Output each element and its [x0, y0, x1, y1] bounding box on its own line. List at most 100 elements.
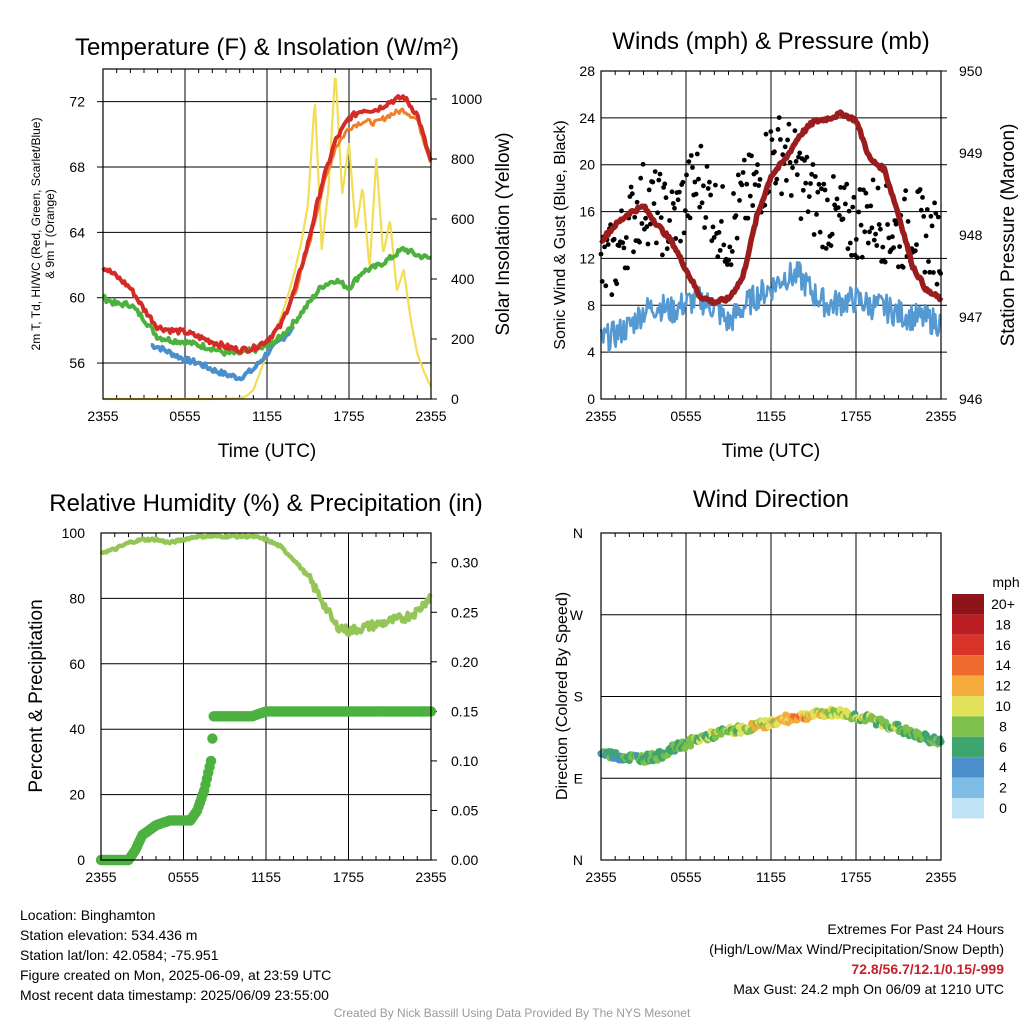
gust-point — [720, 184, 725, 189]
gust-point — [891, 245, 896, 251]
gust-point — [847, 240, 853, 246]
y-tick-label-left: 72 — [69, 94, 85, 110]
gust-point — [929, 223, 935, 229]
gust-point — [735, 172, 741, 178]
gust-point — [822, 187, 828, 193]
gust-point — [684, 172, 689, 178]
y-axis-label-right: Solar Insolation (Yellow) — [493, 132, 514, 335]
gust-point — [834, 196, 840, 202]
gust-point — [640, 161, 646, 167]
gust-point — [654, 240, 659, 246]
gust-point — [876, 222, 882, 227]
gust-point — [816, 181, 822, 187]
gust-point — [800, 187, 806, 193]
gust-point — [715, 254, 721, 260]
plot-border — [600, 532, 942, 861]
gust-point — [757, 177, 763, 182]
panel-3: 2355 0555 1155 1755 2355 Relative Humidity (%… — [26, 490, 483, 885]
gust-point — [609, 292, 615, 298]
gust-point — [869, 225, 875, 231]
y-tick-label-right: 0 — [451, 391, 459, 407]
legend-swatch — [952, 716, 984, 737]
y-axis-label-right: Station Pressure (Maroon) — [998, 124, 1019, 347]
gust-point — [709, 238, 715, 244]
gust-point — [912, 248, 918, 254]
legend-swatch — [952, 696, 984, 717]
chart-title: Temperature (F) & Insolation (W/m²) — [75, 34, 459, 61]
panel-4: 2355 0555 1155 1755 2355 Wind Direction N E S W N D… — [554, 486, 1020, 885]
y-tick-label-right: 949 — [959, 145, 983, 161]
gust-point — [705, 186, 711, 191]
gust-point — [837, 213, 842, 218]
gust-point — [806, 194, 812, 200]
gust-point — [922, 269, 928, 275]
gust-point — [794, 172, 800, 178]
gust-point — [698, 143, 704, 149]
y-tick-label-right: 0.30 — [451, 555, 478, 571]
gust-point — [710, 224, 716, 230]
gust-point — [840, 216, 846, 222]
gust-point — [914, 242, 919, 248]
gust-point — [874, 243, 880, 248]
gust-point — [702, 225, 707, 231]
gust-point — [662, 181, 668, 187]
gust-point — [704, 164, 710, 169]
gust-point — [602, 244, 607, 250]
gust-point — [823, 246, 829, 251]
gust-point — [878, 226, 883, 232]
gust-point — [828, 243, 834, 249]
y-tick-label-left: 68 — [69, 159, 85, 175]
gust-point — [772, 149, 777, 155]
gust-point — [650, 179, 656, 185]
gust-point — [719, 219, 724, 224]
gust-point — [787, 160, 793, 165]
gust-point — [856, 209, 862, 215]
gust-point — [863, 190, 869, 196]
precip-point — [205, 755, 217, 767]
gust-point — [935, 214, 941, 220]
gust-point — [672, 205, 677, 211]
y-tick-label-left: 0 — [77, 852, 85, 868]
gust-point — [731, 191, 736, 196]
figure-created: Figure created on Mon, 2025-06-09, at 23… — [20, 967, 332, 983]
gust-point — [747, 193, 753, 199]
direction-point — [686, 742, 695, 750]
gust-point — [820, 244, 825, 250]
y-tick-label-left: 60 — [69, 656, 85, 672]
gust-point — [740, 170, 746, 175]
gust-point — [808, 181, 813, 186]
legend-label: 14 — [995, 657, 1011, 673]
gust-point — [643, 215, 648, 221]
gust-point — [750, 203, 756, 208]
x-tick-label: 1755 — [333, 408, 364, 424]
gust-point — [664, 246, 670, 252]
legend-title: mph — [992, 574, 1019, 590]
y-tick-label-right: 0.10 — [451, 753, 478, 769]
gust-point — [657, 171, 663, 177]
legend-swatch — [952, 777, 984, 798]
legend-swatch — [952, 594, 984, 615]
legend-swatch — [952, 675, 984, 696]
x-tick-label: 0555 — [670, 869, 701, 885]
x-tick-label: 2355 — [925, 869, 956, 885]
y-tick-label-right: 947 — [959, 309, 983, 325]
gust-point — [646, 187, 652, 193]
gust-point — [727, 244, 733, 250]
gust-point — [756, 183, 762, 188]
gust-point — [900, 264, 906, 270]
gust-point — [670, 201, 676, 206]
wind-line — [599, 260, 942, 353]
gust-point — [786, 121, 792, 127]
dewpoint-line — [101, 245, 432, 357]
gust-point — [621, 245, 627, 251]
gust-point — [788, 193, 794, 198]
gust-point — [620, 240, 626, 246]
gust-point — [711, 235, 717, 240]
x-tick-label: 2355 — [585, 869, 616, 885]
gust-point — [798, 216, 804, 222]
gust-point — [805, 209, 811, 215]
gust-point — [697, 204, 703, 210]
gust-point — [639, 221, 645, 226]
gust-point — [628, 184, 634, 190]
gust-point — [831, 174, 836, 179]
